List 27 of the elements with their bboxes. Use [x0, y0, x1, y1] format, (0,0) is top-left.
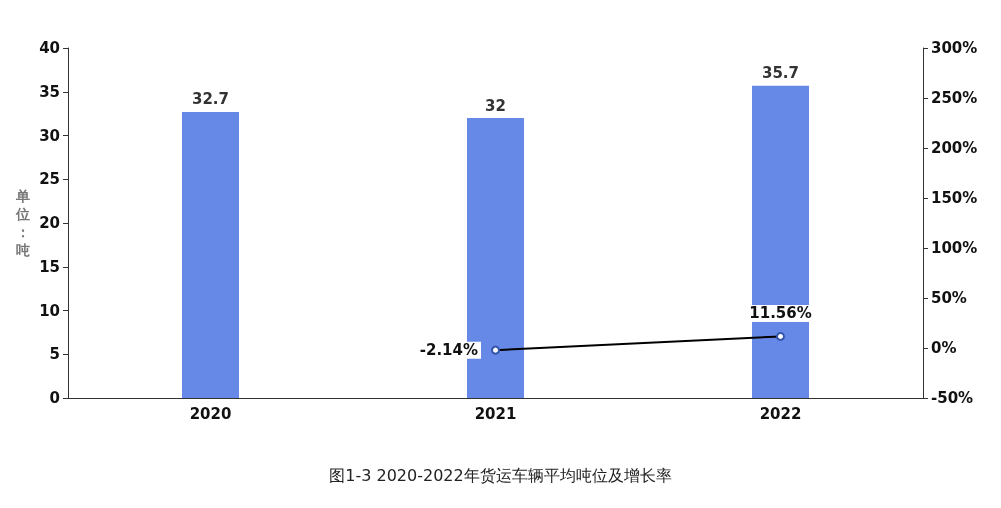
y2-tick-label: 0% [931, 339, 957, 357]
y-tick-label: 0 [49, 389, 60, 407]
y2-tick-label: 250% [931, 89, 978, 107]
data-label: 11.56% [749, 304, 812, 323]
y2-tick-label: 300% [931, 39, 978, 57]
data-label: -2.14% [419, 341, 478, 360]
y-tick-label: 10 [39, 301, 60, 320]
y2-tick-label: 150% [931, 189, 978, 207]
y-tick-label: 20 [39, 214, 60, 232]
y-tick-label: 25 [39, 170, 60, 189]
data-label: 35.7 [761, 64, 800, 83]
y2-tick-label: 200% [931, 139, 978, 157]
x-tick-label: 2020 [189, 404, 232, 423]
y-tick-label: 5 [49, 345, 60, 364]
y2-tick-label: 100% [931, 239, 978, 257]
y-tick-label: 30 [39, 126, 60, 145]
text: 图1-3 2020-2022年货运车辆平均吨位及增长率 [329, 465, 672, 485]
y2-tick-label: 50% [931, 289, 967, 307]
x-tick-label: 2021 [474, 404, 517, 423]
data-label: 32 [485, 96, 506, 115]
x-tick-label: 2022 [759, 404, 802, 423]
y-tick-label: 40 [39, 39, 60, 57]
y-tick-label: 35 [39, 82, 60, 101]
data-label: 32.7 [191, 90, 230, 109]
y-axis-title: 单位：吨 [15, 188, 30, 258]
y2-tick-label: -50% [931, 389, 974, 407]
y-tick-label: 15 [39, 257, 60, 276]
